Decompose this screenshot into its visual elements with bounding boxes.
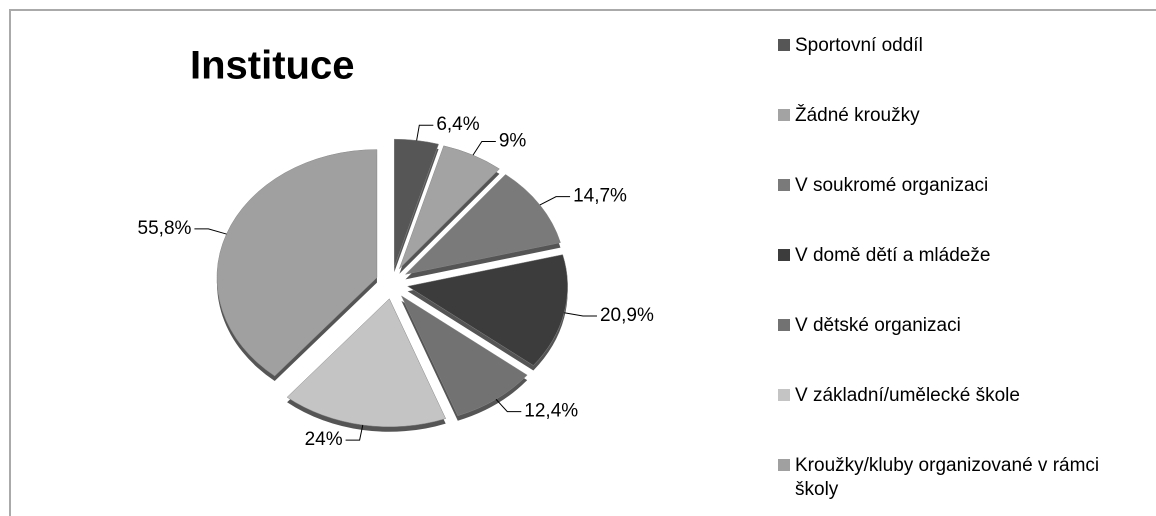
leader-line	[416, 124, 434, 141]
legend-label: V základní/umělecké škole	[795, 385, 1020, 406]
data-label: 24%	[305, 429, 343, 450]
leader-line	[194, 228, 227, 235]
legend-label: V domě dětí a mládeže	[795, 245, 991, 266]
legend-swatch	[778, 109, 790, 121]
data-label: 55,8%	[138, 218, 192, 239]
data-label: 9%	[499, 131, 527, 152]
legend-swatch	[778, 249, 790, 261]
slice	[406, 254, 568, 366]
legend-swatch	[778, 459, 790, 471]
legend-swatch	[778, 179, 790, 191]
chart-title: Instituce	[190, 44, 354, 88]
slice	[393, 138, 439, 268]
chart-border	[9, 9, 1156, 516]
data-label: 20,9%	[600, 305, 654, 326]
slice	[399, 145, 500, 269]
legend-label: V soukromé organizaci	[795, 175, 989, 196]
leader-line	[495, 398, 522, 413]
leader-line	[564, 312, 597, 317]
legend-label: Kroužky/kluby organizované v rámci školy	[795, 455, 1100, 500]
slice	[400, 295, 528, 417]
legend-item: V dětské organizaci	[778, 314, 1138, 338]
legend-swatch	[778, 39, 790, 51]
legend-item: Sportovní oddíl	[778, 34, 1138, 58]
legend-item: Kroužky/kluby organizované v rámci školy	[778, 454, 1138, 502]
legend-swatch	[778, 389, 790, 401]
leader-line	[472, 141, 496, 156]
data-label: 12,4%	[524, 401, 578, 422]
leader-line	[345, 424, 364, 441]
data-label: 6,4%	[436, 114, 479, 135]
legend-item: V domě dětí a mládeže	[778, 244, 1138, 268]
legend-swatch	[778, 319, 790, 331]
legend-label: Žádné kroužky	[795, 105, 920, 126]
legend-item: V základní/umělecké škole	[778, 384, 1138, 408]
legend-item: Žádné kroužky	[778, 104, 1138, 128]
legend-item: V soukromé organizaci	[778, 174, 1138, 198]
legend-label: Sportovní oddíl	[795, 35, 923, 56]
leader-line	[539, 196, 571, 206]
legend-label: V dětské organizaci	[795, 315, 961, 336]
data-label: 14,7%	[573, 186, 627, 207]
